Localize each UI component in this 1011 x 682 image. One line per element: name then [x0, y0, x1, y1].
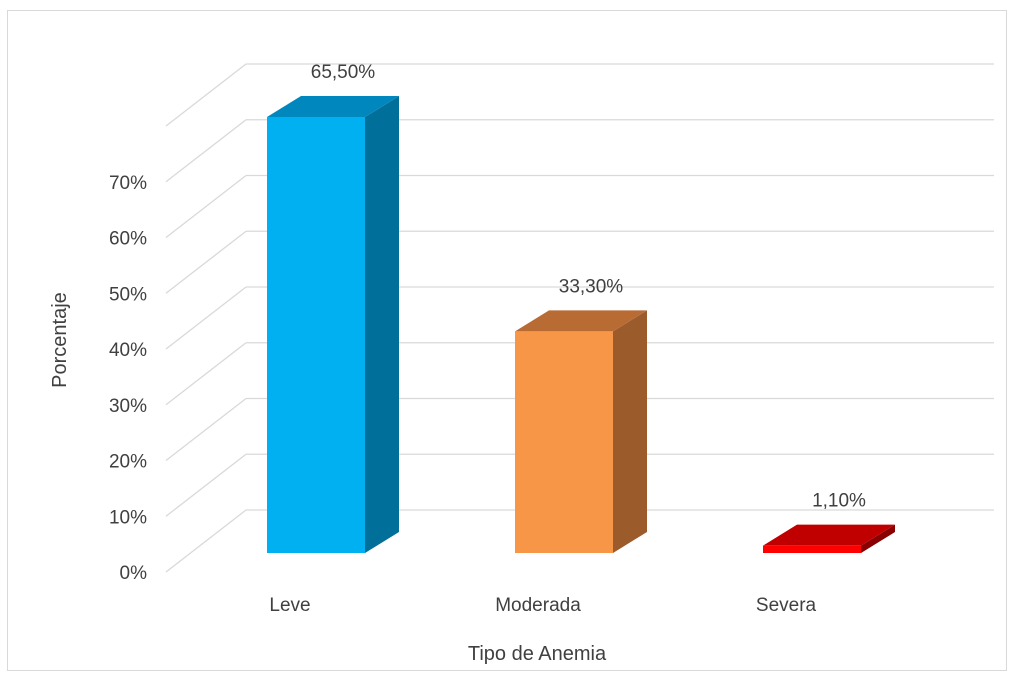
side-gridline — [165, 119, 247, 183]
side-gridline — [165, 342, 247, 406]
y-tick-label: 0% — [120, 563, 148, 584]
chart-border — [7, 10, 1007, 671]
bar-moderada — [515, 331, 613, 553]
bar-top — [267, 95, 399, 117]
x-axis-ticks: Leve Moderada Severa — [269, 595, 816, 616]
y-tick-label: 20% — [109, 452, 147, 473]
bar-top — [515, 310, 647, 332]
side-gridline — [165, 453, 247, 517]
y-tick-label: 40% — [109, 340, 147, 361]
data-labels: 65,50% 33,30% 1,10% — [311, 62, 866, 512]
x-axis-title: Tipo de Anemia — [468, 643, 607, 665]
y-tick-label: 10% — [109, 507, 147, 528]
data-label: 1,10% — [812, 491, 866, 512]
x-tick-label: Leve — [269, 595, 310, 616]
y-axis-ticks: 0% 10% 20% 30% 40% 50% 60% 70% — [109, 173, 147, 584]
x-tick-label: Moderada — [495, 595, 581, 616]
side-gridline — [165, 397, 247, 462]
side-gridline — [165, 230, 247, 294]
y-tick-label: 70% — [109, 173, 147, 194]
bar-leve — [267, 116, 365, 553]
y-tick-label: 30% — [109, 396, 147, 417]
side-gridline — [165, 174, 247, 239]
data-label: 33,30% — [559, 276, 624, 297]
data-label: 65,50% — [311, 62, 376, 83]
y-tick-label: 60% — [109, 229, 147, 250]
bar-severa — [763, 545, 861, 553]
bars — [267, 95, 895, 553]
bar-side — [365, 95, 399, 553]
x-tick-label: Severa — [756, 595, 817, 616]
y-tick-label: 50% — [109, 284, 147, 305]
bar-side — [613, 310, 647, 553]
bar-side — [861, 524, 895, 553]
side-gridline — [165, 286, 247, 350]
side-gridline — [165, 509, 247, 573]
side-gridline — [165, 63, 247, 127]
y-axis-title: Porcentaje — [49, 292, 71, 388]
bar-top — [763, 524, 895, 546]
